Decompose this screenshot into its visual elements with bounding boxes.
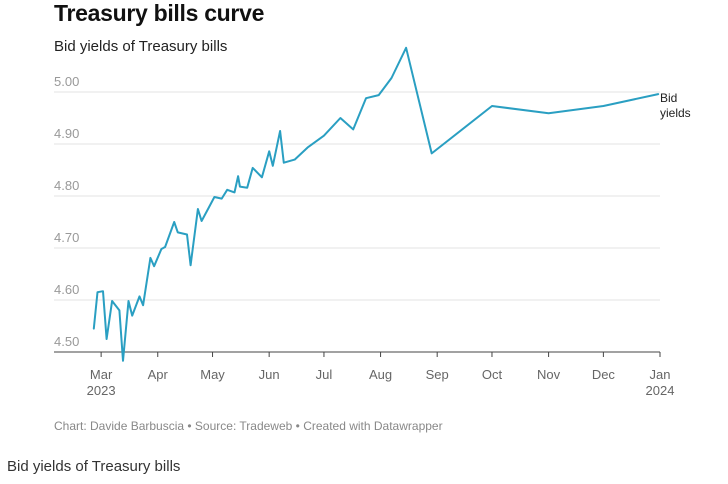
x-tick-sublabel: 2024	[646, 383, 675, 398]
grid-lines	[54, 91, 660, 353]
x-tick-label: Sep	[426, 367, 449, 382]
x-tick-label: Jul	[316, 367, 333, 382]
x-tick-label: Nov	[537, 367, 561, 382]
series-label: yields	[660, 106, 691, 120]
x-tick-sublabel: 2023	[87, 383, 116, 398]
x-tick-label: Mar	[90, 367, 113, 382]
y-tick-label: 4.50	[54, 334, 79, 349]
x-tick-label: Dec	[592, 367, 616, 382]
y-tick-label: 4.80	[54, 178, 79, 193]
chart-subtitle: Bid yields of Treasury bills	[54, 38, 228, 55]
series-label: Bid	[660, 91, 677, 105]
series-layer	[92, 46, 660, 362]
x-tick-label: Oct	[482, 367, 503, 382]
y-tick-label: 4.60	[54, 282, 79, 297]
x-tick-label: Aug	[369, 367, 392, 382]
x-tick-label: Jun	[259, 367, 280, 382]
y-tick-label: 4.70	[54, 230, 79, 245]
series-line	[92, 46, 660, 362]
x-tick-label: May	[200, 367, 225, 382]
y-tick-label: 5.00	[54, 74, 79, 89]
chart-title: Treasury bills curve	[54, 0, 265, 26]
image-caption: Bid yields of Treasury bills	[7, 458, 181, 475]
x-tick-label: Jan	[650, 367, 671, 382]
chart-footer-credit: Chart: Davide Barbuscia • Source: Tradew…	[54, 419, 443, 433]
x-tick-label: Apr	[148, 367, 169, 382]
y-tick-label: 4.90	[54, 126, 79, 141]
y-axis-ticks: 4.50 4.60 4.70 4.80 4.90 5.00	[54, 74, 79, 349]
